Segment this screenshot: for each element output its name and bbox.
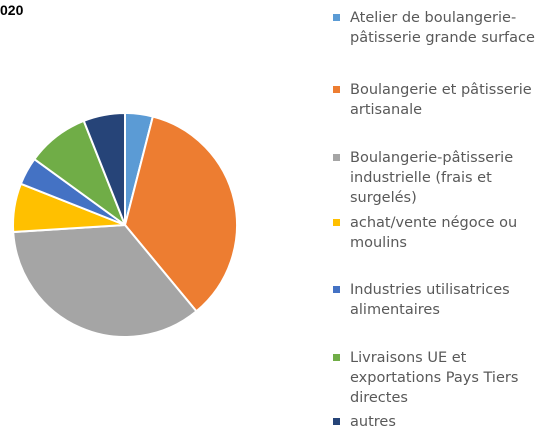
legend-swatch xyxy=(333,14,340,21)
legend-swatch xyxy=(333,286,340,293)
legend-item: achat/vente négoce ou moulins xyxy=(333,213,543,253)
pie-slice xyxy=(82,111,126,226)
legend-item: Boulangerie-pâtisserie industrielle (fra… xyxy=(333,148,543,208)
legend-swatch xyxy=(333,418,340,425)
legend-label: Boulangerie-pâtisserie industrielle (fra… xyxy=(350,150,514,206)
legend-item: autres xyxy=(333,412,543,432)
legend-label: Atelier de boulangerie-pâtisserie grande… xyxy=(350,10,535,46)
legend-swatch xyxy=(333,154,340,161)
pie-slice xyxy=(12,223,198,338)
chart-title: 020 xyxy=(0,2,24,18)
legend-label: Industries utilisatrices alimentaires xyxy=(350,282,510,318)
legend-label: Boulangerie et pâtisserie artisanale xyxy=(350,82,532,118)
legend-label: Livraisons UE et exportations Pays Tiers… xyxy=(350,350,519,406)
legend-swatch xyxy=(333,86,340,93)
legend-item: Industries utilisatrices alimentaires xyxy=(333,280,543,320)
pie-slice xyxy=(123,115,238,313)
pie-chart xyxy=(12,111,238,338)
legend-item: Atelier de boulangerie-pâtisserie grande… xyxy=(333,8,543,48)
legend-swatch xyxy=(333,219,340,226)
legend-label: autres xyxy=(350,414,396,430)
legend-label: achat/vente négoce ou moulins xyxy=(350,215,518,251)
legend-item: Boulangerie et pâtisserie artisanale xyxy=(333,80,543,120)
legend-swatch xyxy=(333,354,340,361)
legend-item: Livraisons UE et exportations Pays Tiers… xyxy=(333,348,543,408)
